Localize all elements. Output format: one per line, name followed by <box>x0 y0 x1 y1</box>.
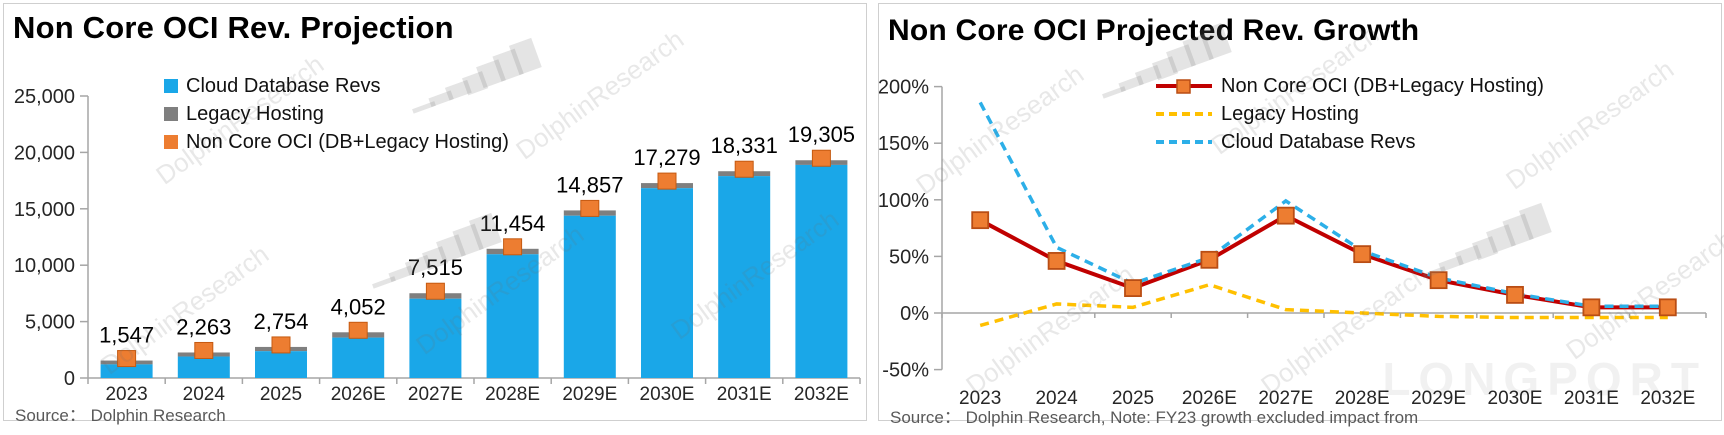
svg-text:19,305: 19,305 <box>788 122 855 147</box>
svg-text:2025: 2025 <box>1112 388 1154 409</box>
svg-text:2030E: 2030E <box>640 384 695 405</box>
svg-text:10,000: 10,000 <box>14 255 75 277</box>
svg-text:0%: 0% <box>900 303 929 325</box>
svg-text:2026E: 2026E <box>331 384 386 405</box>
svg-text:17,279: 17,279 <box>633 145 700 170</box>
svg-text:-50%: -50% <box>882 360 929 382</box>
svg-text:2029E: 2029E <box>1411 388 1466 409</box>
svg-text:0: 0 <box>64 368 75 390</box>
right-chart-title: Non Core OCI Projected Rev. Growth <box>888 14 1420 47</box>
svg-text:2027E: 2027E <box>1258 388 1313 409</box>
legend-item-label: Non Core OCI (DB+Legacy Hosting) <box>1221 74 1544 97</box>
svg-text:2023: 2023 <box>959 388 1001 409</box>
svg-text:15,000: 15,000 <box>14 199 75 221</box>
legend-item: Legacy Hosting <box>164 100 509 128</box>
legend-swatch <box>1156 140 1212 144</box>
left-chart-source: Source： Dolphin Research <box>15 406 226 425</box>
right-chart-plot: 200% 150% 100% 50% 0% -50% 2023 2024 2025 2026E 20… <box>879 77 1707 409</box>
svg-text:2032E: 2032E <box>1640 388 1695 409</box>
legend-item-label: Legacy Hosting <box>186 102 324 125</box>
left-chart-plot: 25,000 20,000 15,000 10,000 5,000 0 1,547 2023 2… <box>14 86 861 405</box>
svg-text:200%: 200% <box>879 77 929 99</box>
svg-text:4,052: 4,052 <box>331 294 386 319</box>
legend-item-label: Legacy Hosting <box>1221 102 1359 125</box>
svg-text:2024: 2024 <box>1035 388 1078 409</box>
left-chart-legend: Cloud Database Revs Legacy Hosting Non C… <box>164 72 509 156</box>
legend-item-label: Cloud Database Revs <box>1221 130 1416 153</box>
left-chart-panel: Non Core OCI Rev. Projection 25,000 20,00… <box>3 3 867 425</box>
legend-swatch <box>164 107 178 121</box>
left-chart-title: Non Core OCI Rev. Projection <box>13 10 454 45</box>
brand-watermark: LONGPORT <box>1382 353 1707 405</box>
legend-swatch <box>164 79 178 93</box>
svg-text:11,454: 11,454 <box>480 211 546 236</box>
svg-text:2025: 2025 <box>260 384 302 405</box>
legend-swatch <box>1156 112 1212 116</box>
svg-text:2024: 2024 <box>183 384 226 405</box>
right-chart-legend: Non Core OCI (DB+Legacy Hosting) Legacy … <box>1155 72 1544 156</box>
svg-text:2,263: 2,263 <box>176 314 231 339</box>
svg-text:25,000: 25,000 <box>14 86 75 108</box>
svg-text:2031E: 2031E <box>717 384 772 405</box>
legend-swatch <box>164 135 178 149</box>
svg-text:150%: 150% <box>879 133 929 155</box>
legend-item: Legacy Hosting <box>1155 100 1544 128</box>
svg-text:2028E: 2028E <box>1335 388 1390 409</box>
svg-text:2023: 2023 <box>105 384 147 405</box>
svg-text:2027E: 2027E <box>408 384 463 405</box>
svg-text:2026E: 2026E <box>1182 388 1237 409</box>
svg-text:2032E: 2032E <box>794 384 849 405</box>
legend-item: Non Core OCI (DB+Legacy Hosting) <box>1155 72 1544 100</box>
svg-text:2030E: 2030E <box>1488 388 1543 409</box>
legend-item-label: Non Core OCI (DB+Legacy Hosting) <box>186 130 509 153</box>
legend-item-label: Cloud Database Revs <box>186 74 381 97</box>
svg-text:2028E: 2028E <box>485 384 540 405</box>
svg-text:5,000: 5,000 <box>25 312 75 334</box>
svg-text:7,515: 7,515 <box>408 255 463 280</box>
right-chart-source: Source： Dolphin Research, Note: FY23 gro… <box>890 408 1419 427</box>
legend-item: Non Core OCI (DB+Legacy Hosting) <box>164 128 509 156</box>
svg-text:1,547: 1,547 <box>99 323 154 348</box>
svg-text:2031E: 2031E <box>1564 388 1619 409</box>
svg-text:100%: 100% <box>879 190 929 212</box>
legend-item: Cloud Database Revs <box>164 72 509 100</box>
legend-swatch <box>1156 79 1212 94</box>
legend-item: Cloud Database Revs <box>1155 128 1544 156</box>
svg-text:18,331: 18,331 <box>711 133 778 158</box>
svg-text:2029E: 2029E <box>562 384 617 405</box>
svg-text:50%: 50% <box>889 246 929 268</box>
right-chart-panel: Non Core OCI Projected Rev. Growth 200% 1… <box>878 3 1722 427</box>
svg-text:2,754: 2,754 <box>253 309 308 334</box>
svg-text:14,857: 14,857 <box>556 172 623 197</box>
svg-text:20,000: 20,000 <box>14 142 75 164</box>
